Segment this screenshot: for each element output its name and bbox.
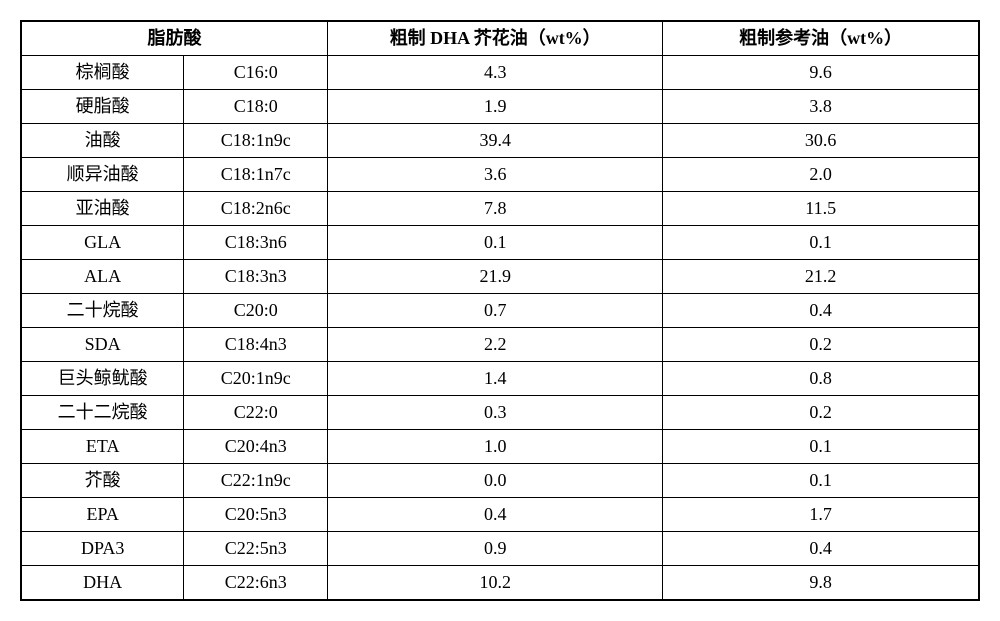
cell-dha-oil: 0.4 (328, 498, 663, 532)
cell-ref-oil: 21.2 (663, 260, 979, 294)
cell-dha-oil: 21.9 (328, 260, 663, 294)
cell-ref-oil: 0.2 (663, 328, 979, 362)
table-row: GLA C18:3n6 0.1 0.1 (21, 226, 979, 260)
cell-ref-oil: 0.8 (663, 362, 979, 396)
cell-ref-oil: 0.1 (663, 226, 979, 260)
table-body: 棕榈酸 C16:0 4.3 9.6 硬脂酸 C18:0 1.9 3.8 油酸 C… (21, 56, 979, 601)
table-row: 硬脂酸 C18:0 1.9 3.8 (21, 90, 979, 124)
table-row: ETA C20:4n3 1.0 0.1 (21, 430, 979, 464)
table-row: 棕榈酸 C16:0 4.3 9.6 (21, 56, 979, 90)
cell-ref-oil: 3.8 (663, 90, 979, 124)
cell-name: 二十烷酸 (21, 294, 184, 328)
cell-name: GLA (21, 226, 184, 260)
table-row: 二十二烷酸 C22:0 0.3 0.2 (21, 396, 979, 430)
cell-code: C18:3n3 (184, 260, 328, 294)
cell-ref-oil: 1.7 (663, 498, 979, 532)
cell-code: C16:0 (184, 56, 328, 90)
cell-code: C20:0 (184, 294, 328, 328)
cell-name: 油酸 (21, 124, 184, 158)
table-row: 亚油酸 C18:2n6c 7.8 11.5 (21, 192, 979, 226)
cell-name: 棕榈酸 (21, 56, 184, 90)
cell-ref-oil: 9.6 (663, 56, 979, 90)
header-row: 脂肪酸 粗制 DHA 芥花油（wt%） 粗制参考油（wt%） (21, 21, 979, 56)
cell-name: DHA (21, 566, 184, 601)
table-row: DHA C22:6n3 10.2 9.8 (21, 566, 979, 601)
cell-dha-oil: 1.4 (328, 362, 663, 396)
cell-dha-oil: 1.9 (328, 90, 663, 124)
table-row: 油酸 C18:1n9c 39.4 30.6 (21, 124, 979, 158)
cell-name: DPA3 (21, 532, 184, 566)
cell-dha-oil: 7.8 (328, 192, 663, 226)
cell-ref-oil: 30.6 (663, 124, 979, 158)
cell-ref-oil: 0.1 (663, 430, 979, 464)
table-header: 脂肪酸 粗制 DHA 芥花油（wt%） 粗制参考油（wt%） (21, 21, 979, 56)
cell-name: EPA (21, 498, 184, 532)
fatty-acid-table: 脂肪酸 粗制 DHA 芥花油（wt%） 粗制参考油（wt%） 棕榈酸 C16:0… (20, 20, 980, 601)
cell-name: SDA (21, 328, 184, 362)
table-row: ALA C18:3n3 21.9 21.2 (21, 260, 979, 294)
cell-ref-oil: 11.5 (663, 192, 979, 226)
table-row: 芥酸 C22:1n9c 0.0 0.1 (21, 464, 979, 498)
cell-ref-oil: 0.2 (663, 396, 979, 430)
table-row: DPA3 C22:5n3 0.9 0.4 (21, 532, 979, 566)
cell-ref-oil: 9.8 (663, 566, 979, 601)
cell-name: 亚油酸 (21, 192, 184, 226)
cell-dha-oil: 1.0 (328, 430, 663, 464)
cell-name: 芥酸 (21, 464, 184, 498)
cell-ref-oil: 0.4 (663, 294, 979, 328)
cell-dha-oil: 2.2 (328, 328, 663, 362)
cell-name: 顺异油酸 (21, 158, 184, 192)
cell-ref-oil: 0.4 (663, 532, 979, 566)
cell-dha-oil: 4.3 (328, 56, 663, 90)
cell-dha-oil: 10.2 (328, 566, 663, 601)
cell-name: 硬脂酸 (21, 90, 184, 124)
header-ref-oil: 粗制参考油（wt%） (663, 21, 979, 56)
table-row: EPA C20:5n3 0.4 1.7 (21, 498, 979, 532)
cell-dha-oil: 0.3 (328, 396, 663, 430)
cell-name: ETA (21, 430, 184, 464)
cell-dha-oil: 0.0 (328, 464, 663, 498)
cell-dha-oil: 3.6 (328, 158, 663, 192)
cell-dha-oil: 0.1 (328, 226, 663, 260)
cell-name: 巨头鲸鱿酸 (21, 362, 184, 396)
cell-dha-oil: 0.9 (328, 532, 663, 566)
table-row: 巨头鲸鱿酸 C20:1n9c 1.4 0.8 (21, 362, 979, 396)
fatty-acid-table-container: 脂肪酸 粗制 DHA 芥花油（wt%） 粗制参考油（wt%） 棕榈酸 C16:0… (20, 20, 980, 601)
cell-ref-oil: 2.0 (663, 158, 979, 192)
cell-code: C20:4n3 (184, 430, 328, 464)
cell-dha-oil: 0.7 (328, 294, 663, 328)
cell-code: C18:2n6c (184, 192, 328, 226)
cell-code: C22:5n3 (184, 532, 328, 566)
cell-code: C22:0 (184, 396, 328, 430)
header-fatty-acid: 脂肪酸 (21, 21, 328, 56)
cell-dha-oil: 39.4 (328, 124, 663, 158)
cell-name: 二十二烷酸 (21, 396, 184, 430)
table-row: 顺异油酸 C18:1n7c 3.6 2.0 (21, 158, 979, 192)
cell-ref-oil: 0.1 (663, 464, 979, 498)
cell-code: C18:4n3 (184, 328, 328, 362)
cell-code: C18:1n9c (184, 124, 328, 158)
cell-code: C18:1n7c (184, 158, 328, 192)
table-row: SDA C18:4n3 2.2 0.2 (21, 328, 979, 362)
cell-code: C18:3n6 (184, 226, 328, 260)
header-dha-oil: 粗制 DHA 芥花油（wt%） (328, 21, 663, 56)
cell-code: C22:1n9c (184, 464, 328, 498)
cell-name: ALA (21, 260, 184, 294)
cell-code: C20:1n9c (184, 362, 328, 396)
cell-code: C18:0 (184, 90, 328, 124)
cell-code: C20:5n3 (184, 498, 328, 532)
cell-code: C22:6n3 (184, 566, 328, 601)
table-row: 二十烷酸 C20:0 0.7 0.4 (21, 294, 979, 328)
